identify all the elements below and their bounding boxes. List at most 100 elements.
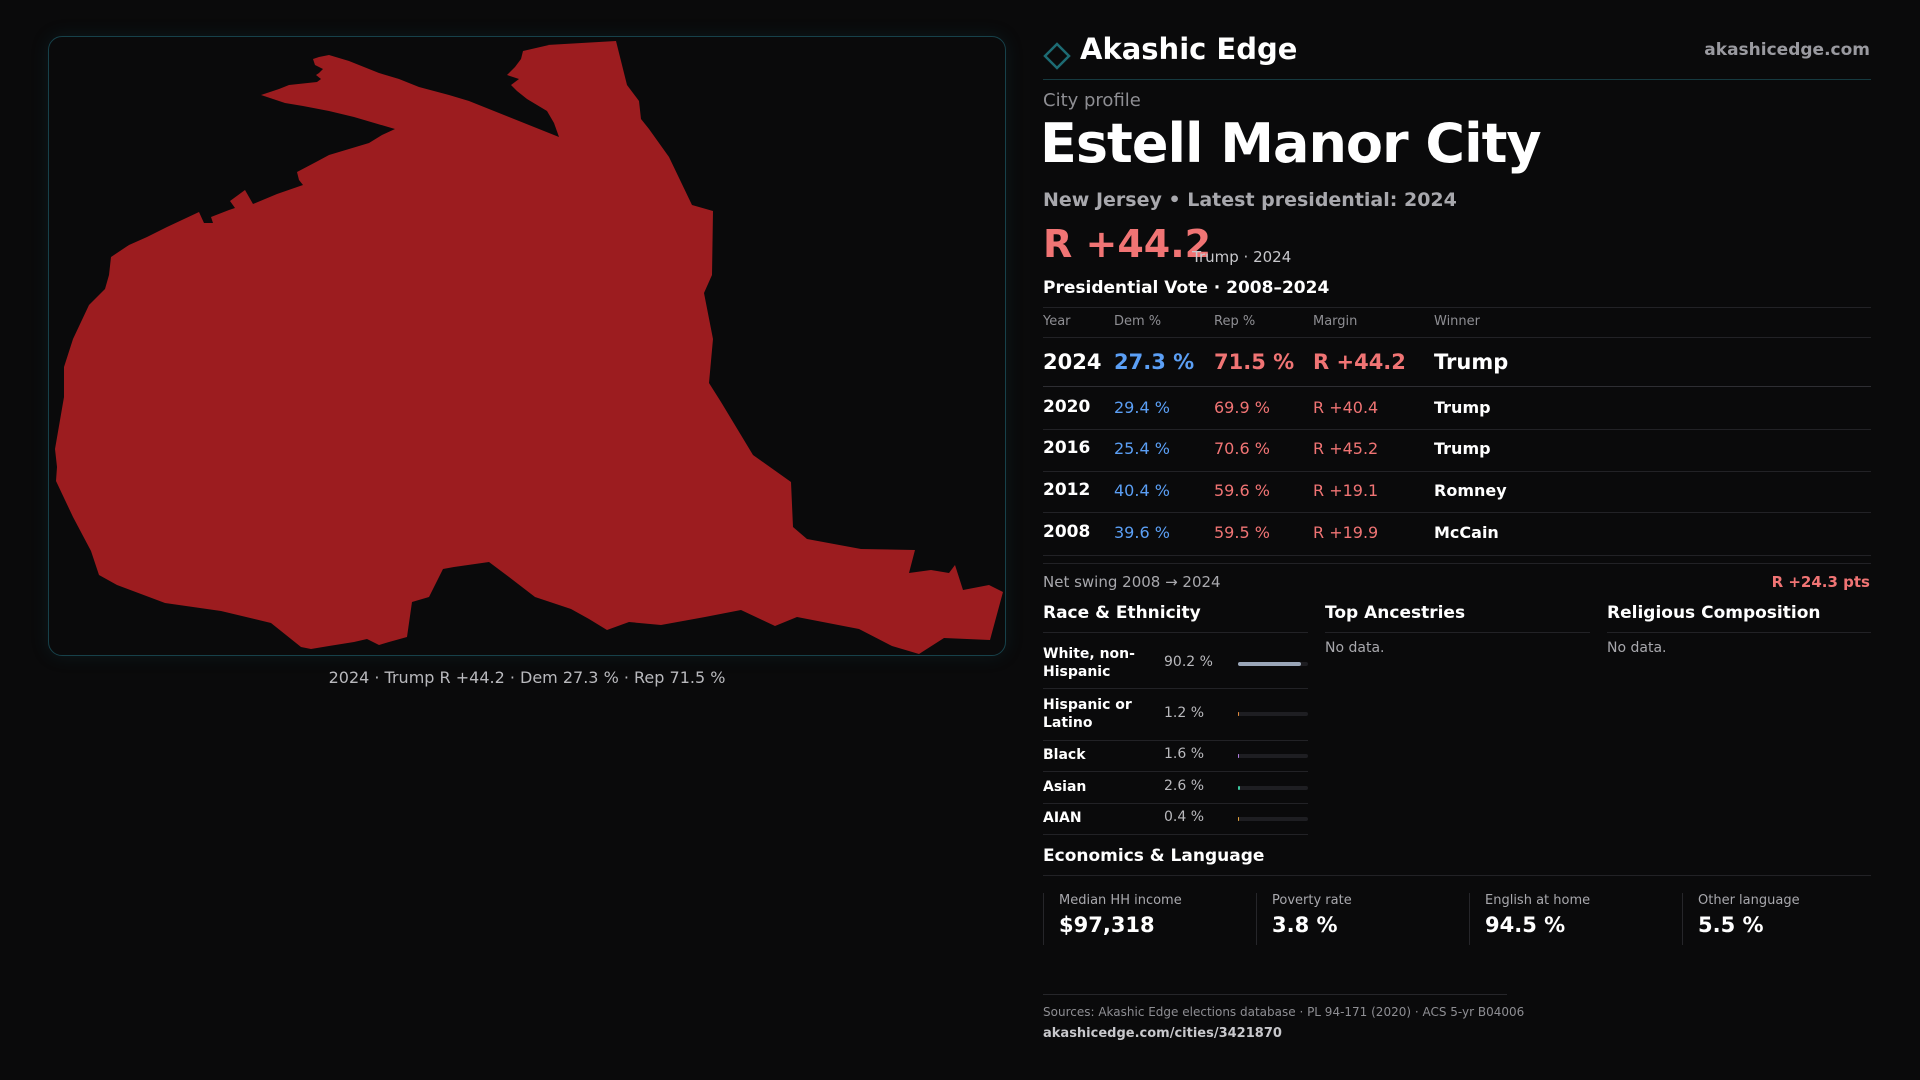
footer-sources: Sources: Akashic Edge elections database… (1043, 1005, 1525, 1019)
race-bar-fill (1238, 712, 1240, 716)
header-dem: Dem % (1114, 314, 1162, 329)
stat-label: English at home (1485, 893, 1591, 908)
page-title: Estell Manor City (1040, 112, 1542, 175)
headline-margin: R +44.2 (1043, 222, 1212, 266)
stat-other-language: Other language 5.5 % (1682, 893, 1873, 945)
table-row-rep: 59.6 % (1214, 481, 1270, 500)
race-section-title: Race & Ethnicity (1043, 603, 1201, 623)
table-row-year: 2024 (1043, 350, 1102, 374)
table-row-winner: Trump (1434, 350, 1509, 374)
race-label: Hispanic or Latino (1043, 697, 1132, 731)
table-row-rep: 70.6 % (1214, 439, 1270, 458)
table-row-winner: Trump (1434, 398, 1491, 417)
religion-section-title: Religious Composition (1607, 603, 1821, 623)
table-row-year: 2020 (1043, 397, 1091, 417)
race-bar (1238, 817, 1308, 821)
diamond-outline-icon (1043, 42, 1071, 70)
table-row-dem: 29.4 % (1114, 398, 1170, 417)
race-row-rule (1043, 688, 1308, 689)
stat-label: Other language (1698, 893, 1800, 908)
city-subtitle: New Jersey • Latest presidential: 2024 (1043, 189, 1457, 211)
header-margin: Margin (1313, 314, 1358, 329)
table-bottom-rule (1043, 563, 1871, 564)
race-pct: 2.6 % (1164, 778, 1205, 794)
race-bar (1238, 662, 1308, 666)
race-row-rule (1043, 803, 1308, 804)
stat-label: Poverty rate (1272, 893, 1352, 908)
religion-title-rule (1607, 632, 1871, 633)
header-divider (1043, 79, 1871, 80)
table-row-winner: McCain (1434, 523, 1499, 542)
site-url-link[interactable]: akashicedge.com (1704, 40, 1870, 60)
table-row-rep: 71.5 % (1214, 350, 1295, 374)
stat-value: $97,318 (1059, 913, 1155, 937)
stat-value: 94.5 % (1485, 913, 1566, 937)
stat-value: 5.5 % (1698, 913, 1764, 937)
footer-url-link[interactable]: akashicedge.com/cities/3421870 (1043, 1026, 1282, 1041)
table-row-year: 2008 (1043, 522, 1091, 542)
race-label: Black (1043, 747, 1086, 763)
race-label: Asian (1043, 779, 1087, 795)
stat-label: Median HH income (1059, 893, 1182, 908)
header-year: Year (1043, 314, 1071, 329)
table-row-rep: 59.5 % (1214, 523, 1270, 542)
city-boundary-shape (55, 41, 1003, 654)
race-bar-fill (1238, 817, 1240, 821)
header-rep: Rep % (1214, 314, 1256, 329)
table-row-year: 2012 (1043, 480, 1091, 500)
header-winner: Winner (1434, 314, 1481, 329)
race-label: AIAN (1043, 810, 1082, 826)
race-pct: 1.6 % (1164, 746, 1205, 762)
row-rule (1043, 386, 1871, 387)
row-rule (1043, 555, 1871, 556)
table-row-winner: Trump (1434, 439, 1491, 458)
table-row-dem: 27.3 % (1114, 350, 1195, 374)
race-row-rule (1043, 771, 1308, 772)
table-row-margin: R +40.4 (1313, 398, 1379, 417)
race-row-rule (1043, 740, 1308, 741)
race-label: White, non-Hispanic (1043, 646, 1135, 680)
race-bar (1238, 754, 1308, 758)
race-bar (1238, 712, 1308, 716)
table-row-year: 2016 (1043, 438, 1091, 458)
brand-name: Akashic Edge (1080, 32, 1298, 66)
row-rule (1043, 512, 1871, 513)
map-panel (48, 36, 1006, 656)
religion-empty: No data. (1607, 640, 1667, 656)
race-bar-fill (1238, 786, 1240, 790)
footer-divider (1043, 994, 1507, 995)
economics-title-rule (1043, 875, 1871, 876)
headline-note: Trump · 2024 (1192, 248, 1292, 266)
table-row-margin: R +44.2 (1313, 350, 1406, 374)
profile-kicker: City profile (1043, 90, 1141, 111)
table-row-margin: R +19.9 (1313, 523, 1379, 542)
race-row-rule (1043, 834, 1308, 835)
race-pct: 0.4 % (1164, 809, 1205, 825)
economics-section-title: Economics & Language (1043, 846, 1265, 866)
swing-value: R +24.3 pts (1771, 573, 1870, 591)
vote-table-title: Presidential Vote · 2008–2024 (1043, 278, 1330, 298)
ancestries-title-rule (1325, 632, 1590, 633)
ancestries-section-title: Top Ancestries (1325, 603, 1466, 623)
table-top-rule (1043, 307, 1871, 308)
ancestries-empty: No data. (1325, 640, 1385, 656)
table-row-dem: 39.6 % (1114, 523, 1170, 542)
race-pct: 90.2 % (1164, 654, 1213, 670)
race-pct: 1.2 % (1164, 705, 1205, 721)
stat-english-at-home: English at home 94.5 % (1469, 893, 1660, 945)
row-rule (1043, 429, 1871, 430)
table-row-winner: Romney (1434, 481, 1507, 500)
row-rule (1043, 471, 1871, 472)
race-bar (1238, 786, 1308, 790)
table-row-margin: R +45.2 (1313, 439, 1379, 458)
table-row-margin: R +19.1 (1313, 481, 1379, 500)
map-caption: 2024 · Trump R +44.2 · Dem 27.3 % · Rep … (328, 668, 726, 687)
stat-poverty-rate: Poverty rate 3.8 % (1256, 893, 1447, 945)
stat-median-income: Median HH income $97,318 (1043, 893, 1234, 945)
table-row-dem: 40.4 % (1114, 481, 1170, 500)
race-bar-fill (1238, 662, 1302, 666)
city-boundary-map (55, 41, 1003, 654)
header-rule (1043, 337, 1871, 338)
table-row-rep: 69.9 % (1214, 398, 1270, 417)
swing-label: Net swing 2008 → 2024 (1043, 573, 1221, 591)
